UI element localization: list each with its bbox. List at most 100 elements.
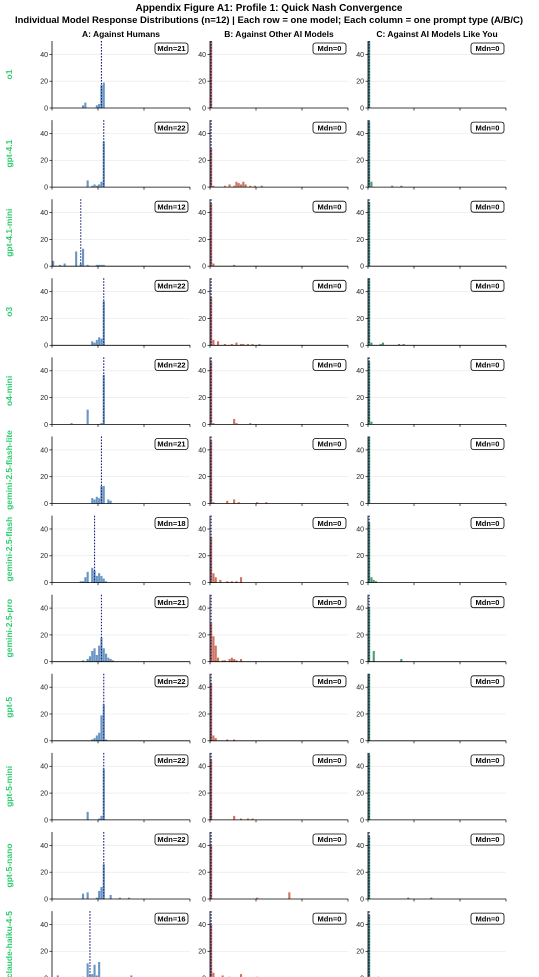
median-badge: [154, 121, 189, 134]
bar: [368, 836, 371, 899]
y-tick-label: 40: [356, 685, 364, 692]
bar: [235, 660, 238, 662]
median-badge: [470, 121, 505, 134]
bar: [235, 342, 238, 346]
median-badge: [312, 358, 347, 371]
bar: [244, 184, 247, 188]
bar: [105, 581, 108, 583]
bar: [240, 343, 243, 346]
bar: [102, 264, 105, 267]
median-badge: [312, 200, 347, 213]
bar: [368, 201, 371, 267]
bar: [86, 811, 89, 820]
y-tick-label: 20: [356, 791, 364, 798]
panel-gpt-5-nano-b: 0 20 40 Mdn=0: [198, 832, 349, 903]
column-title-c: C: Against AI Models Like You: [376, 29, 497, 39]
bar: [79, 263, 82, 267]
panel-gpt-5-nano-c: 0 20 40 Mdn=0: [356, 832, 507, 903]
y-tick-label: 20: [198, 553, 206, 560]
bar: [210, 203, 213, 267]
median-label: Mdn=0: [318, 677, 342, 686]
y-tick-label: 20: [356, 949, 364, 956]
bar: [210, 537, 213, 583]
y-tick-label: 0: [202, 976, 206, 977]
bar: [400, 659, 403, 662]
y-tick-label: 20: [40, 237, 48, 244]
median-label: Mdn=0: [318, 440, 342, 449]
bar: [95, 735, 98, 741]
bar: [102, 768, 105, 820]
y-tick-label: 40: [40, 447, 48, 454]
y-tick-label: 0: [360, 896, 364, 903]
bar: [98, 732, 101, 741]
y-tick-label: 0: [202, 264, 206, 271]
bar: [226, 500, 229, 504]
bar: [95, 975, 98, 977]
row-label-gpt-5-mini: gpt-5-mini: [4, 766, 14, 807]
y-tick-label: 0: [44, 501, 48, 508]
bar: [212, 573, 215, 583]
bar: [372, 579, 375, 583]
y-tick-label: 40: [40, 289, 48, 296]
median-badge: [154, 833, 189, 846]
y-tick-label: 40: [198, 210, 206, 217]
bar: [212, 972, 215, 977]
y-tick-label: 0: [44, 896, 48, 903]
panel-o3-a: 0 20 40 Mdn=22: [40, 278, 191, 350]
panel-o4-mini-c: 0 20 40 Mdn=0: [356, 357, 507, 429]
bar: [63, 263, 66, 267]
panel-gpt-4-1-mini-c: 0 20 40 Mdn=0: [356, 199, 507, 271]
bar: [256, 897, 259, 899]
median-badge: [470, 279, 505, 292]
bar: [219, 579, 222, 583]
median-badge: [312, 833, 347, 846]
y-tick-label: 0: [44, 976, 48, 977]
median-label: Mdn=21: [157, 598, 185, 607]
median-label: Mdn=0: [318, 519, 342, 528]
bar: [79, 581, 82, 583]
bar: [86, 571, 89, 583]
bar: [86, 963, 89, 977]
y-tick-label: 20: [356, 79, 364, 86]
bar: [233, 739, 236, 741]
y-tick-label: 20: [356, 316, 364, 323]
y-tick-label: 20: [356, 632, 364, 639]
median-label: Mdn=0: [476, 440, 500, 449]
bar: [86, 892, 89, 899]
y-tick-label: 40: [40, 52, 48, 59]
bar: [105, 653, 108, 662]
y-tick-label: 0: [360, 343, 364, 350]
bar: [100, 575, 103, 583]
median-label: Mdn=0: [318, 202, 342, 211]
y-tick-label: 0: [202, 817, 206, 824]
y-tick-label: 0: [360, 976, 364, 977]
median-label: Mdn=12: [157, 202, 185, 211]
median-label: Mdn=0: [318, 914, 342, 923]
bar: [370, 342, 373, 346]
figure-subtitle: Individual Model Response Distributions …: [15, 15, 523, 26]
bar: [95, 897, 98, 899]
y-tick-label: 40: [198, 685, 206, 692]
panel-gpt-5-a: 0 20 40 Mdn=22: [40, 673, 191, 745]
median-label: Mdn=22: [157, 677, 185, 686]
y-tick-label: 20: [198, 870, 206, 877]
median-label: Mdn=22: [157, 123, 185, 132]
bar: [82, 581, 85, 583]
bar: [251, 343, 254, 346]
bar: [210, 683, 213, 741]
bar: [212, 502, 215, 504]
bar: [102, 648, 105, 662]
bar: [212, 636, 215, 662]
bar: [98, 573, 101, 583]
bar: [93, 342, 96, 346]
bar: [242, 343, 245, 346]
y-tick-label: 0: [360, 105, 364, 112]
bar: [240, 974, 243, 977]
panel-gpt-5-c: 0 20 40 Mdn=0: [356, 673, 507, 745]
y-tick-label: 0: [202, 896, 206, 903]
y-tick-label: 20: [356, 237, 364, 244]
bar: [235, 181, 238, 188]
median-label: Mdn=0: [476, 123, 500, 132]
row-label-gemini-2-5-flash-lite: gemini-2.5-flash-lite: [4, 430, 14, 510]
